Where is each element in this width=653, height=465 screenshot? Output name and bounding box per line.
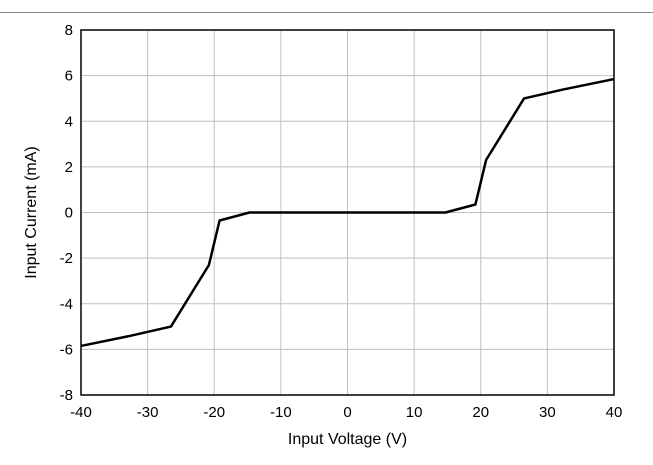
y-tick-label: 0: [65, 205, 73, 222]
x-tick-label: 30: [539, 404, 556, 421]
x-tick-label: -30: [137, 404, 159, 421]
x-axis-label: Input Voltage (V): [288, 431, 407, 448]
y-axis-label: Input Current (mA): [23, 146, 40, 278]
x-tick-label: -40: [70, 404, 92, 421]
y-tick-label: -4: [60, 296, 73, 313]
y-tick-label: -6: [60, 341, 73, 358]
top-divider: [0, 12, 653, 13]
y-tick-label: 4: [65, 113, 73, 130]
x-tick-label: 0: [343, 404, 351, 421]
y-tick-label: 2: [65, 159, 73, 176]
series-line: [80, 77, 615, 348]
series-layer: [80, 77, 615, 348]
x-tick-label: -10: [270, 404, 292, 421]
y-tick-label: 6: [65, 68, 73, 85]
y-tick-label: 8: [65, 22, 73, 39]
x-tick-label: -20: [203, 404, 225, 421]
y-tick-label: -2: [60, 250, 73, 267]
y-tick-labels: -8 -6 -4 -2 0 2 4 6 8: [60, 22, 73, 404]
x-tick-label: 10: [406, 404, 423, 421]
x-tick-label: 40: [606, 404, 623, 421]
plot-frame: [80, 29, 615, 396]
x-tick-labels: -40 -30 -20 -10 0 10 20 30 40: [70, 404, 622, 421]
x-tick-label: 20: [472, 404, 489, 421]
y-tick-label: -8: [60, 387, 73, 404]
